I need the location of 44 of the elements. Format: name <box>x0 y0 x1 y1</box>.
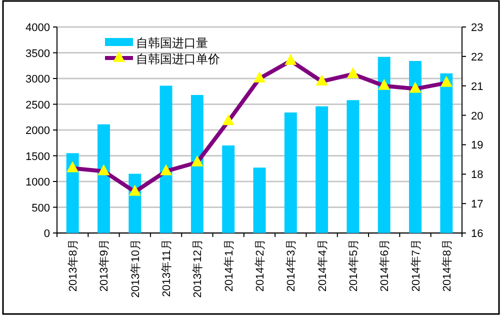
legend-label: 自韩国进口单价 <box>136 52 220 66</box>
x-tick-label: 2014年5月 <box>348 239 360 292</box>
x-tick-label: 2013年12月 <box>192 239 204 298</box>
bar <box>160 86 172 233</box>
x-tick-label: 2014年8月 <box>441 239 454 292</box>
bar <box>440 73 453 233</box>
bar <box>98 124 110 233</box>
x-tick-label: 2014年4月 <box>316 239 329 292</box>
x-tick-label: 2014年3月 <box>286 239 298 292</box>
bar <box>378 56 390 233</box>
x-tick-label: 2013年11月 <box>161 239 174 297</box>
y-tick-label: 1000 <box>26 176 50 188</box>
y2-tick-label: 19 <box>471 140 484 152</box>
x-tick-label: 2014年1月 <box>223 239 236 292</box>
y-tick-label: 2000 <box>26 125 50 137</box>
x-tick-label: 2014年2月 <box>254 239 266 292</box>
y-tick-label: 1500 <box>26 150 50 163</box>
y-tick-label: 0 <box>44 228 50 240</box>
y2-tick-label: 16 <box>471 228 484 240</box>
y2-tick-label: 23 <box>471 22 484 34</box>
x-tick-label: 2013年9月 <box>98 239 111 292</box>
bar <box>66 153 79 233</box>
y-tick-label: 500 <box>32 202 50 214</box>
x-tick-label: 2013年10月 <box>130 239 142 298</box>
legend-label: 自韩国进口量 <box>136 36 208 50</box>
y-tick-label: 3500 <box>26 48 50 60</box>
bar <box>190 94 204 233</box>
bar <box>316 106 328 233</box>
y2-tick-label: 17 <box>471 198 484 211</box>
y2-tick-label: 21 <box>471 80 484 93</box>
y-tick-label: 2500 <box>26 99 50 112</box>
x-tick-label: 2013年8月 <box>68 239 80 292</box>
bar <box>409 60 422 233</box>
bar <box>253 168 266 233</box>
y-tick-label: 3000 <box>26 74 50 86</box>
y2-tick-label: 20 <box>471 110 484 122</box>
y-tick-label: 4000 <box>26 22 50 34</box>
bar <box>284 112 297 233</box>
bar <box>346 100 360 233</box>
bar <box>222 145 235 233</box>
y2-tick-label: 22 <box>471 51 484 64</box>
y2-tick-label: 18 <box>471 169 484 182</box>
x-tick-label: 2014年6月 <box>379 239 392 292</box>
x-tick-label: 2014年7月 <box>410 239 422 292</box>
